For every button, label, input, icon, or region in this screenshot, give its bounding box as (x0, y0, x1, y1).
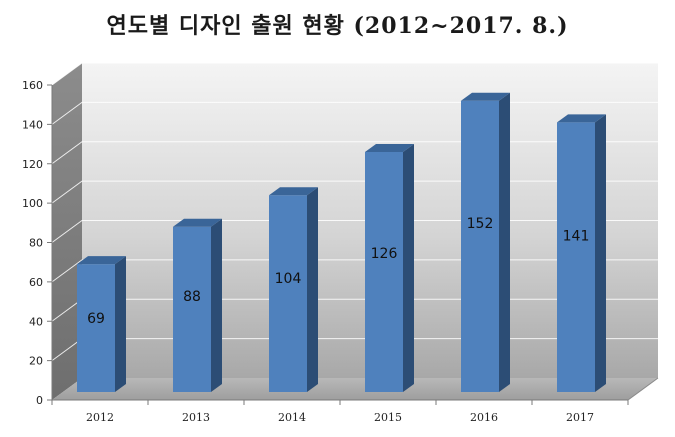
bar-side (595, 114, 606, 392)
x-tick-label-2015: 2015 (374, 411, 402, 424)
bar-side (211, 218, 222, 392)
y-tick-label: 160 (22, 79, 43, 92)
data-label-2016: 152 (467, 216, 494, 232)
data-label-2013: 88 (183, 289, 201, 305)
data-label-2012: 69 (87, 311, 105, 327)
bar-2016 (461, 92, 510, 392)
y-tick-label: 60 (29, 276, 43, 289)
bar-top (269, 187, 318, 196)
bar-2017 (557, 114, 606, 392)
floor-edge (627, 377, 659, 401)
bar-2013 (173, 218, 222, 392)
bar-front (365, 151, 403, 392)
data-label-2015: 126 (371, 246, 398, 262)
y-tick-label: 0 (36, 394, 43, 407)
bar-top (173, 218, 222, 227)
x-tick-label-2017: 2017 (566, 411, 594, 424)
bar-front (269, 195, 307, 392)
bar-front (557, 122, 595, 392)
bar-side (499, 92, 510, 392)
bar-top (461, 92, 510, 101)
y-tick-label: 20 (29, 355, 43, 368)
gridline (51, 62, 658, 86)
x-tick-label-2016: 2016 (470, 411, 498, 424)
bar-side (115, 256, 126, 392)
data-label-2017: 141 (563, 229, 590, 245)
bar-series (77, 92, 606, 392)
y-axis-ticks: 0 20 40 60 80 100 120 140 160 (22, 79, 52, 407)
y-tick-label: 40 (29, 315, 43, 328)
bar-top (77, 256, 126, 265)
bar-front (77, 264, 115, 392)
y-tick-label: 120 (22, 158, 43, 171)
data-labels: 69 88 104 126 152 141 (87, 216, 589, 327)
bar-2012 (77, 256, 126, 392)
bar-front (461, 100, 499, 392)
bar-top (557, 114, 606, 123)
bar-top (365, 143, 414, 152)
y-tick-label: 140 (22, 118, 43, 131)
x-tick-label-2012: 2012 (86, 411, 114, 424)
bar-front (173, 226, 211, 392)
y-tick-label: 80 (29, 237, 43, 250)
bar-2015 (365, 143, 414, 392)
bar-2014 (269, 187, 318, 392)
bar-side (307, 187, 318, 392)
x-tick-label-2013: 2013 (182, 411, 210, 424)
bar-side (403, 143, 414, 392)
x-tick-label-2014: 2014 (278, 411, 306, 424)
data-label-2014: 104 (275, 271, 302, 287)
x-axis-ticks: 2012 2013 2014 2015 2016 2017 (51, 400, 629, 424)
y-tick-label: 100 (22, 197, 43, 210)
chart-title: 연도별 디자인 출원 현황 (2012~2017. 8.) (106, 13, 569, 39)
